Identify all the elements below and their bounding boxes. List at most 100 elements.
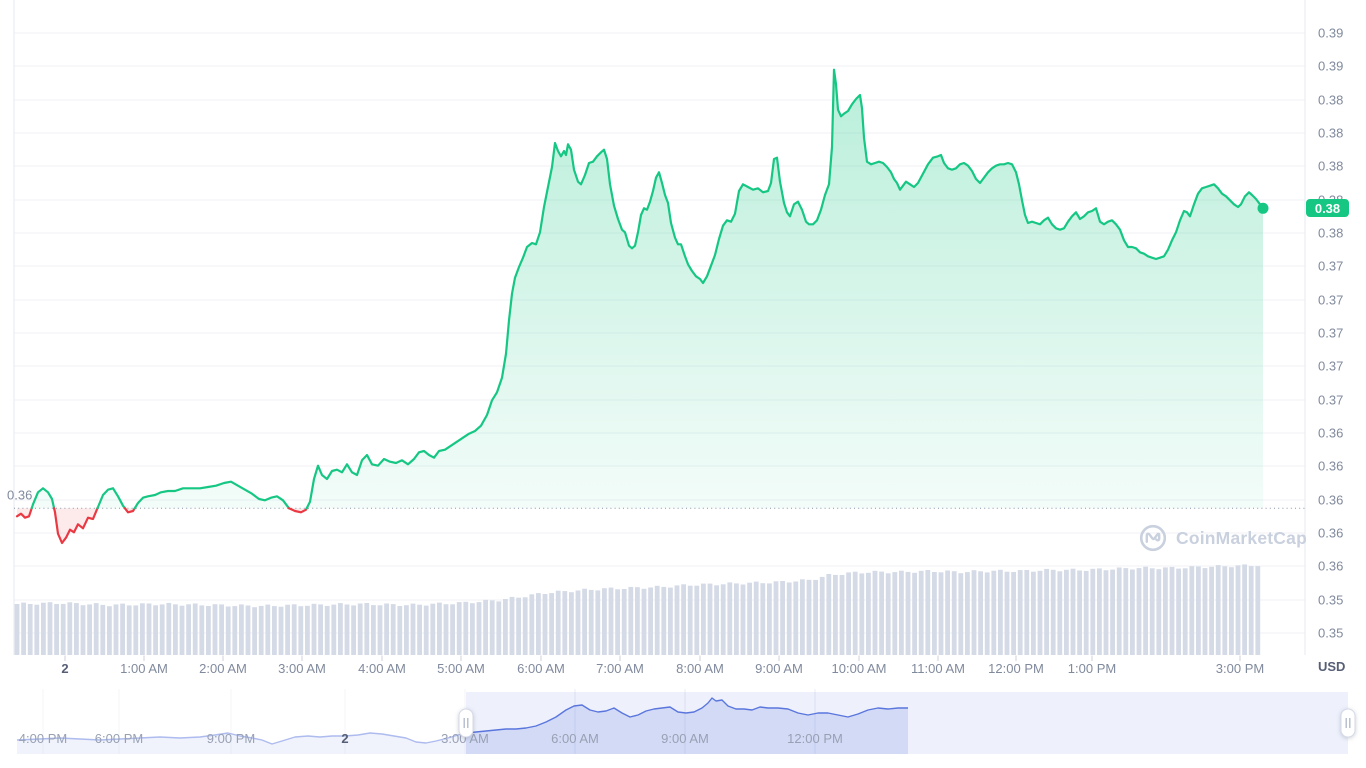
volume-bar <box>984 572 990 655</box>
volume-bar <box>291 604 297 655</box>
volume-bar <box>100 604 106 655</box>
volume-bar <box>951 571 957 655</box>
x-axis-label: 8:00 AM <box>676 661 724 676</box>
price-line-segment-red <box>15 507 33 519</box>
volume-bar <box>1176 568 1181 655</box>
volume-bar <box>998 569 1003 655</box>
y-axis-label: 0.38 <box>1318 159 1343 174</box>
volume-bar <box>747 582 752 655</box>
volume-bar <box>1182 568 1188 655</box>
volume-bar <box>1116 567 1122 655</box>
volume-bar <box>1070 568 1076 655</box>
volume-bar <box>608 587 614 655</box>
volume-bar <box>1163 567 1168 655</box>
volume-bar <box>285 604 290 655</box>
volume-bar <box>225 606 231 655</box>
volume-bar <box>866 572 871 655</box>
volume-bar <box>1149 568 1155 655</box>
volume-bar <box>720 584 726 655</box>
x-axis-label: 3:00 AM <box>278 661 326 676</box>
volume-bar <box>793 581 799 655</box>
volume-bar <box>1215 565 1221 655</box>
y-axis-label: 0.36 <box>1318 426 1343 441</box>
price-line-segment-green <box>133 480 291 510</box>
x-axis-label: 4:00 AM <box>358 661 406 676</box>
volume-bar <box>668 587 673 655</box>
price-line[interactable] <box>15 68 1265 545</box>
volume-bar <box>1189 566 1195 655</box>
volume-bar <box>569 592 574 655</box>
volume-bar <box>1130 569 1135 655</box>
volume-bar <box>905 571 911 655</box>
volume-bar <box>27 604 33 655</box>
volume-bar <box>1242 564 1247 655</box>
y-axis-label: 0.36 <box>1318 559 1343 574</box>
volume-bar <box>60 603 66 655</box>
volume-bar <box>146 603 152 655</box>
volume-bar <box>648 587 653 655</box>
volume-bar <box>674 585 680 655</box>
volume-bar <box>760 583 766 655</box>
volume-bar <box>1083 570 1089 655</box>
volume-bar <box>324 605 330 655</box>
volume-bar <box>621 589 627 655</box>
volume-bar <box>192 603 198 655</box>
volume-bar <box>423 605 429 655</box>
volume-bar <box>489 600 495 655</box>
volume-bar <box>800 579 805 655</box>
volume-bar <box>470 603 475 655</box>
volume-bar <box>126 605 132 655</box>
volume-bar <box>932 572 937 655</box>
volume-bar <box>1123 568 1129 655</box>
volume-bar <box>1222 566 1228 655</box>
volume-bar <box>476 602 482 655</box>
volume-bar <box>635 587 640 655</box>
volume-bar <box>232 606 238 655</box>
volume-bar <box>298 606 304 655</box>
navigator-selected-range[interactable] <box>466 692 1348 754</box>
navigator[interactable]: 4:00 PM 6:00 PM 9:00 PM 2 3:00 AM 6:00 AM 9:00… <box>0 688 1356 758</box>
x-axis-label: 2:00 AM <box>199 661 247 676</box>
volume-bar <box>371 605 376 655</box>
volume-bar <box>1050 569 1056 655</box>
volume-bar <box>179 605 185 655</box>
volume-bar <box>602 588 607 655</box>
volume-bar <box>463 601 469 655</box>
volume-bar <box>978 571 983 655</box>
volume-bar <box>1255 566 1261 655</box>
volume-bar <box>892 572 898 655</box>
volume-bar <box>542 594 548 655</box>
volume-bar <box>753 581 759 655</box>
volume-bar <box>417 604 422 655</box>
volume-bar <box>120 603 125 655</box>
volume-bar <box>404 605 409 655</box>
navigator-handle-left[interactable] <box>458 708 474 738</box>
navigator-axis-label: 6:00 PM <box>95 731 143 746</box>
current-price-badge: 0.38 <box>1306 199 1349 217</box>
volume-bar <box>1017 570 1023 655</box>
volume-bar <box>54 604 59 655</box>
navigator-handle-right[interactable] <box>1340 708 1356 738</box>
volume-bar <box>503 599 508 655</box>
volume-bar <box>456 602 462 655</box>
y-axis-label: 0.37 <box>1318 293 1343 308</box>
volume-bar <box>351 605 356 655</box>
volume-bar <box>364 603 370 655</box>
price-line-segment-green <box>96 487 127 510</box>
volume-bar <box>899 570 904 655</box>
volume-bar <box>252 607 257 655</box>
volume-bars <box>14 564 1261 655</box>
y-axis-label: 0.35 <box>1318 593 1343 608</box>
volume-bar <box>958 573 964 655</box>
x-axis-label: 3:00 PM <box>1216 661 1264 676</box>
volume-bar <box>991 570 997 655</box>
navigator-handle-right-pill[interactable] <box>1340 708 1356 738</box>
x-axis: 2 1:00 AM 2:00 AM 3:00 AM 4:00 AM 5:00 AM 6:00… <box>61 655 1264 676</box>
x-axis-label: 9:00 AM <box>755 661 803 676</box>
volume-bar <box>734 583 739 655</box>
price-line-segment-red <box>123 507 136 514</box>
volume-bar <box>384 603 389 655</box>
navigator-handle-left-pill[interactable] <box>458 708 474 738</box>
